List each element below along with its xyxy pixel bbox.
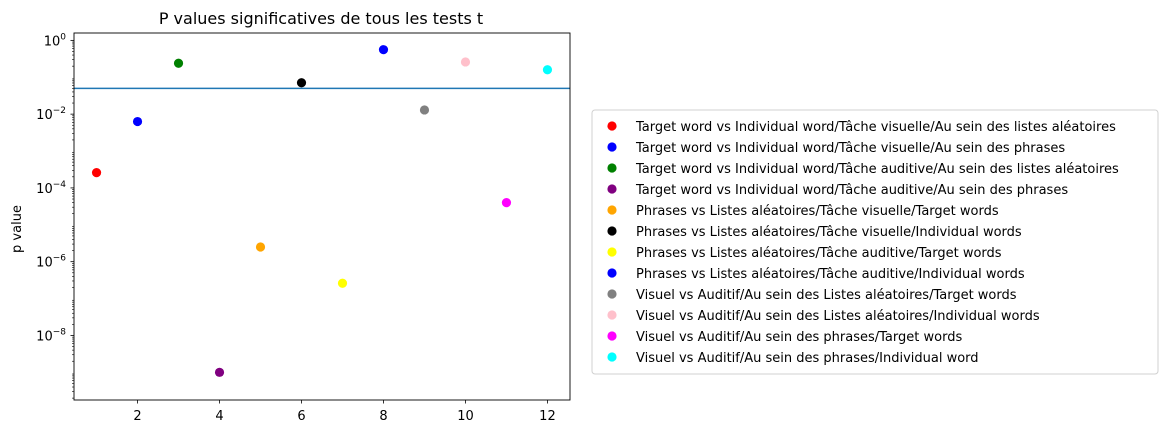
x-tick-label: 12 xyxy=(539,409,556,424)
y-tick-label: 10−2 xyxy=(36,106,66,123)
data-point xyxy=(419,105,430,115)
legend-box xyxy=(591,109,1159,375)
legend-label: Phrases vs Listes aléatoires/Tâche visue… xyxy=(636,204,999,219)
chart-title: P values significatives de tous les test… xyxy=(159,9,483,28)
legend-marker xyxy=(607,205,617,215)
data-point xyxy=(378,45,389,55)
legend-marker xyxy=(607,163,617,173)
legend-marker xyxy=(607,331,617,341)
x-tick-label: 2 xyxy=(133,409,141,424)
x-tick-label: 4 xyxy=(215,409,223,424)
legend-label: Target word vs Individual word/Tâche aud… xyxy=(635,183,1068,198)
y-tick-label: 10−6 xyxy=(36,254,66,271)
legend-label: Target word vs Individual word/Tâche aud… xyxy=(635,162,1119,177)
data-point xyxy=(501,197,512,208)
data-point xyxy=(214,367,225,377)
data-point xyxy=(255,242,266,252)
legend-label: Visuel vs Auditif/Au sein des Listes alé… xyxy=(636,309,1040,324)
legend: Target word vs Individual word/Tâche vis… xyxy=(591,109,1159,375)
x-tick-label: 8 xyxy=(379,409,387,424)
y-tick-label: 100 xyxy=(44,32,67,49)
x-tick-label: 6 xyxy=(297,409,305,424)
legend-label: Visuel vs Auditif/Au sein des phrases/Ta… xyxy=(636,330,962,345)
legend-label: Visuel vs Auditif/Au sein des Listes alé… xyxy=(636,288,1017,303)
legend-marker xyxy=(607,184,617,194)
y-axis-label: p value xyxy=(10,205,25,253)
legend-label: Visuel vs Auditif/Au sein des phrases/In… xyxy=(636,351,979,366)
data-point xyxy=(296,78,307,88)
legend-marker xyxy=(607,142,617,152)
legend-label: Phrases vs Listes aléatoires/Tâche audit… xyxy=(636,267,1025,282)
legend-label: Target word vs Individual word/Tâche vis… xyxy=(635,120,1116,135)
legend-label: Target word vs Individual word/Tâche vis… xyxy=(635,141,1065,156)
data-point xyxy=(132,116,143,127)
data-point xyxy=(542,65,553,75)
plot-area: 100 10−2 10−4 10−6 10−8 2 4 6 8 10 12 xyxy=(36,32,571,424)
data-point xyxy=(337,278,348,288)
plot-frame xyxy=(73,32,571,401)
data-point xyxy=(91,168,102,178)
legend-marker xyxy=(607,247,617,257)
legend-label: Phrases vs Listes aléatoires/Tâche audit… xyxy=(636,246,1002,261)
data-point xyxy=(460,57,471,67)
legend-marker xyxy=(607,121,617,131)
legend-marker xyxy=(607,289,617,299)
legend-label: Phrases vs Listes aléatoires/Tâche visue… xyxy=(636,225,1022,240)
legend-marker xyxy=(607,310,617,320)
legend-marker xyxy=(607,226,617,236)
legend-marker xyxy=(607,268,617,278)
x-tick-label: 10 xyxy=(457,409,474,424)
y-tick-label: 10−4 xyxy=(36,180,66,197)
legend-marker xyxy=(607,352,617,362)
data-point xyxy=(173,58,184,68)
y-tick-label: 10−8 xyxy=(36,327,66,344)
